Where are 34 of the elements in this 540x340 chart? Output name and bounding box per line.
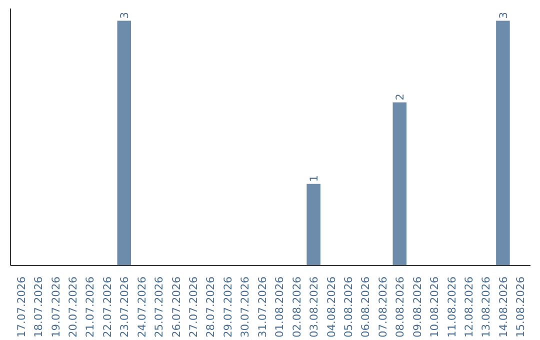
x-tick-label: 01.08.2026	[273, 276, 286, 338]
x-tick-label: 19.07.2026	[49, 276, 62, 338]
data-label: 3	[496, 12, 510, 19]
x-tick-label: 05.08.2026	[342, 276, 355, 338]
x-tick-label: 18.07.2026	[32, 276, 46, 338]
x-tick-label: 12.08.2026	[462, 276, 476, 338]
x-tick-label: 15.08.2026	[514, 276, 528, 338]
data-label: 1	[308, 175, 321, 182]
x-tick-label: 22.07.2026	[100, 276, 114, 338]
x-tick-label: 29.07.2026	[221, 276, 234, 338]
x-tick-label: 17.07.2026	[14, 276, 28, 338]
x-tick-label: 28.07.2026	[204, 276, 218, 338]
x-tick-label: 03.08.2026	[308, 276, 321, 338]
x-tick-label: 25.07.2026	[152, 276, 166, 338]
x-tick-label: 31.07.2026	[256, 276, 269, 338]
x-tick-label: 13.08.2026	[480, 276, 493, 338]
x-tick-label: 10.08.2026	[428, 276, 442, 338]
x-tick-label: 24.07.2026	[135, 276, 148, 338]
x-tick-label: 04.08.2026	[324, 276, 338, 338]
x-tick-label: 06.08.2026	[359, 276, 372, 338]
x-tick-label: 14.08.2026	[496, 276, 510, 338]
x-tick-label: 20.07.2026	[66, 276, 80, 338]
x-tick-label: 23.07.2026	[118, 276, 132, 338]
x-tick-label: 26.07.2026	[170, 276, 183, 338]
x-tick-label: 09.08.2026	[410, 276, 424, 338]
data-label: 3	[118, 12, 132, 19]
x-tick-label: 07.08.2026	[376, 276, 390, 338]
x-tick-label: 08.08.2026	[394, 276, 407, 338]
x-tick-label: 30.07.2026	[238, 276, 252, 338]
x-tick-label: 27.07.2026	[187, 276, 200, 338]
x-tick-label: 02.08.2026	[290, 276, 304, 338]
data-label: 2	[394, 94, 407, 100]
x-tick-label: 21.07.2026	[84, 276, 97, 338]
x-tick-label: 11.08.2026	[445, 276, 458, 338]
